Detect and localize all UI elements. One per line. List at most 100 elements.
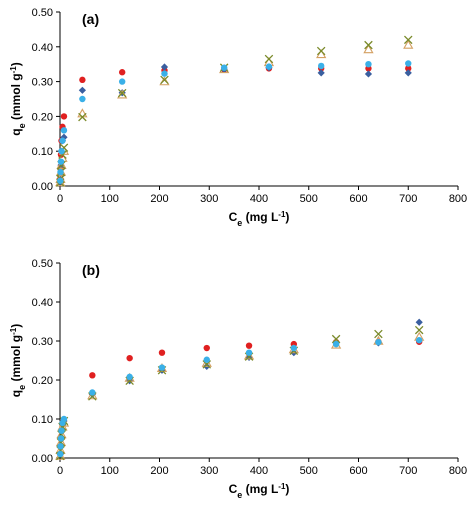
y-tick-label: 0.40	[32, 42, 53, 54]
y-tick-label: 0.30	[32, 77, 53, 89]
data-point	[364, 70, 373, 78]
series-1	[57, 65, 412, 183]
data-point	[89, 389, 96, 396]
data-point	[117, 88, 127, 98]
data-point	[220, 64, 228, 71]
data-point	[316, 46, 326, 56]
series-4	[55, 325, 424, 461]
x-tick-label: 800	[449, 193, 467, 205]
data-point	[403, 35, 413, 45]
data-point	[57, 158, 65, 165]
data-point	[245, 342, 253, 349]
data-point	[364, 40, 373, 50]
data-point	[404, 69, 412, 77]
x-tick-label: 700	[399, 465, 417, 477]
data-point	[160, 75, 169, 85]
data-point	[78, 112, 87, 122]
data-point	[126, 354, 133, 362]
data-point	[331, 334, 341, 344]
data-point	[375, 338, 382, 346]
x-tick-label: 100	[101, 465, 119, 477]
data-point	[59, 137, 66, 144]
data-point	[317, 62, 325, 70]
y-tick-label: 0.50	[32, 7, 53, 19]
series-1	[57, 338, 423, 458]
data-point	[78, 86, 86, 94]
data-point	[365, 60, 372, 68]
y-tick-label: 0.00	[32, 181, 53, 193]
data-point	[317, 69, 325, 77]
data-point	[403, 39, 414, 49]
data-point	[363, 44, 374, 54]
data-point	[332, 340, 340, 348]
data-point	[265, 63, 273, 70]
chart-panel-2: 0 100 200 300 400 500 600 700 800 0.00 0.10 0.20 0.3…	[9, 258, 468, 500]
series-4	[55, 35, 413, 187]
series-3	[55, 331, 425, 460]
data-point	[415, 337, 423, 344]
data-point	[58, 427, 65, 434]
data-point	[118, 69, 126, 76]
y-tick-label: 0.40	[32, 297, 53, 309]
data-point	[57, 443, 64, 450]
series-3	[55, 39, 414, 187]
x-axis-label: Ce (mg L-1)	[229, 482, 290, 501]
x-tick-label: 300	[200, 465, 218, 477]
y-tick-label: 0.10	[32, 414, 53, 426]
data-point	[118, 78, 126, 85]
x-tick-label: 500	[300, 193, 318, 205]
data-point	[60, 415, 68, 423]
data-point	[158, 364, 166, 371]
x-tick-label: 0	[57, 193, 63, 205]
x-tick-label: 500	[300, 465, 318, 477]
y-tick-label: 0.20	[32, 375, 53, 387]
data-point	[57, 168, 64, 176]
data-point	[415, 318, 423, 326]
x-tick-label: 400	[250, 193, 268, 205]
x-tick-label: 300	[200, 193, 218, 205]
data-point	[203, 344, 210, 352]
data-point	[60, 127, 68, 134]
x-tick-label: 200	[150, 465, 168, 477]
series-5	[57, 60, 412, 184]
data-point	[264, 54, 274, 64]
data-point	[203, 356, 210, 363]
chart-panel-1: 0 100 200 300 400 500 600 700 800 0.00 0.10 0.20 0.3…	[9, 7, 468, 228]
data-point	[79, 95, 86, 103]
y-tick-label: 0.20	[32, 111, 53, 123]
data-point	[89, 372, 96, 379]
y-tick-label: 0.50	[32, 258, 53, 270]
x-tick-label: 200	[150, 193, 168, 205]
data-point	[58, 148, 65, 155]
x-tick-label: 0	[57, 465, 63, 477]
series-2	[56, 63, 412, 187]
y-tick-label: 0.30	[32, 336, 53, 348]
y-tick-label: 0.00	[32, 453, 53, 465]
data-point	[202, 360, 212, 369]
data-point	[414, 325, 424, 335]
series-2	[56, 318, 423, 458]
data-point	[161, 70, 168, 77]
data-point	[374, 329, 383, 339]
data-point	[77, 108, 88, 118]
x-tick-label: 800	[449, 465, 467, 477]
data-point	[405, 65, 412, 72]
series-5	[57, 337, 423, 458]
x-tick-label: 600	[349, 465, 367, 477]
x-tick-label: 600	[349, 193, 367, 205]
data-point	[79, 76, 86, 84]
data-point	[405, 60, 412, 67]
y-tick-label: 0.10	[32, 146, 53, 158]
panel-label: (a)	[82, 11, 99, 27]
x-axis-label: Ce (mg L-1)	[229, 210, 290, 229]
data-point	[245, 349, 253, 356]
x-tick-label: 400	[250, 465, 268, 477]
data-point	[158, 349, 166, 356]
x-tick-label: 100	[101, 193, 119, 205]
data-point	[56, 159, 67, 169]
data-point	[57, 450, 64, 458]
data-point	[290, 344, 298, 352]
data-point	[126, 373, 133, 381]
y-axis-label: qe (mmol g-1)	[9, 62, 28, 135]
